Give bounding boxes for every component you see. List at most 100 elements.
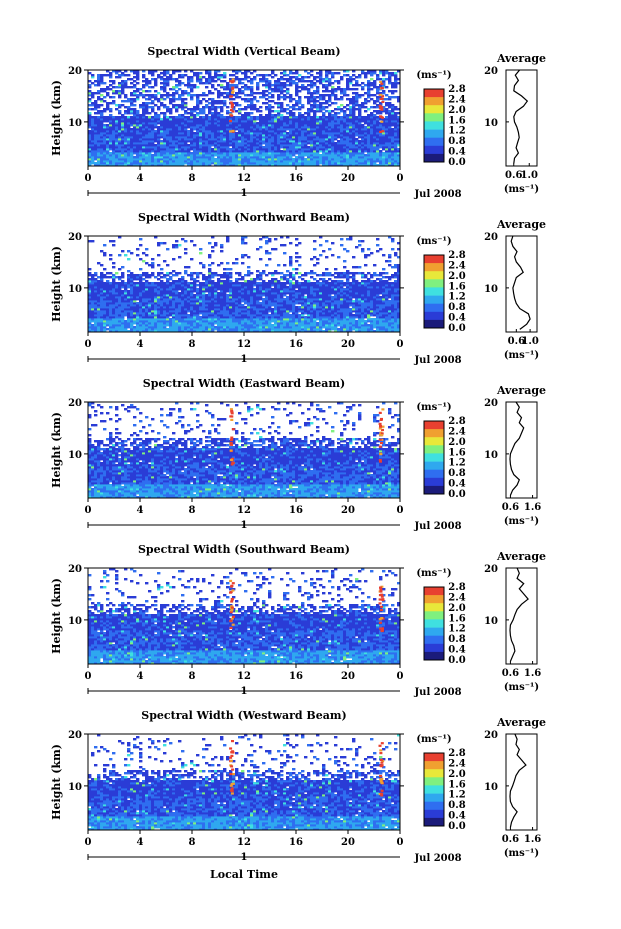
- heatmap-cell: [325, 154, 329, 157]
- heatmap-cell: [130, 162, 134, 165]
- heatmap-cell: [265, 148, 269, 151]
- heatmap-cell: [238, 104, 242, 107]
- heatmap-cell: [172, 78, 176, 81]
- heatmap-cell: [328, 152, 332, 155]
- heatmap-cell: [325, 106, 329, 109]
- heatmap-cell: [133, 142, 137, 145]
- heatmap-cell: [136, 134, 140, 137]
- heatmap-cell: [310, 104, 314, 107]
- heatmap-cell: [376, 134, 380, 137]
- heatmap-cell: [142, 164, 146, 167]
- heatmap-cell: [202, 124, 206, 127]
- heatmap-cell: [142, 142, 146, 145]
- heatmap-cell: [142, 138, 146, 141]
- heatmap-cell: [175, 128, 179, 131]
- heatmap-cell: [358, 130, 362, 133]
- heatmap-cell: [379, 126, 383, 129]
- heatmap-cell: [274, 142, 278, 145]
- heatmap-cell: [184, 128, 188, 131]
- heatmap-cell: [295, 156, 299, 159]
- average-title: Average: [496, 52, 546, 65]
- heatmap-cell: [229, 136, 233, 139]
- heatmap-cell: [133, 164, 137, 167]
- heatmap-cell: [382, 132, 386, 135]
- heatmap-cell: [88, 84, 92, 87]
- heatmap-cell: [190, 94, 194, 97]
- heatmap-cell: [178, 138, 182, 141]
- heatmap-cell: [130, 140, 134, 143]
- heatmap-cell: [352, 128, 356, 131]
- heatmap-cell: [373, 162, 377, 165]
- heatmap-cell: [322, 156, 326, 159]
- heatmap-cell: [250, 156, 254, 159]
- heatmap-cell: [139, 146, 143, 149]
- heatmap-cell: [265, 132, 269, 135]
- heatmap-cell: [385, 144, 389, 147]
- heatmap-cell: [256, 122, 260, 125]
- heatmap-cell: [100, 98, 104, 101]
- heatmap-cell: [292, 134, 296, 137]
- heatmap-cell: [268, 96, 272, 99]
- heatmap-cell: [271, 152, 275, 155]
- heatmap-cell: [88, 126, 92, 129]
- heatmap-cell: [361, 156, 365, 159]
- heatmap-cell: [103, 96, 107, 99]
- heatmap-cell: [214, 150, 218, 153]
- heatmap-cell: [109, 132, 113, 135]
- heatmap-cell: [265, 164, 269, 167]
- heatmap-cell: [151, 158, 155, 161]
- heatmap-cell: [373, 146, 377, 149]
- heatmap-cell: [235, 134, 239, 137]
- heatmap-cell: [364, 146, 368, 149]
- heatmap-cell: [160, 86, 164, 89]
- heatmap-cell: [268, 314, 272, 317]
- heatmap-cell: [307, 164, 311, 167]
- heatmap-cell: [304, 150, 308, 153]
- heatmap-cell: [358, 140, 362, 143]
- heatmap-cell: [94, 144, 98, 147]
- heatmap-cell: [385, 108, 389, 111]
- heatmap-cell: [193, 136, 197, 139]
- heatmap-cell: [283, 156, 287, 159]
- heatmap-cell: [340, 156, 344, 159]
- heatmap-cell: [187, 150, 191, 153]
- heatmap-cell: [268, 142, 272, 145]
- heatmap-cell: [106, 156, 110, 159]
- heatmap-cell: [340, 132, 344, 135]
- heatmap-cell: [274, 138, 278, 141]
- heatmap-cell: [289, 146, 293, 149]
- heatmap-cell: [319, 150, 323, 153]
- heatmap-cell: [259, 114, 263, 117]
- heatmap-cell: [382, 134, 386, 137]
- heatmap-cell: [367, 324, 371, 327]
- heatmap-cell: [148, 148, 152, 151]
- heatmap-cell: [196, 112, 200, 115]
- heatmap-cell: [376, 126, 380, 129]
- heatmap-cell: [181, 74, 185, 77]
- heatmap-cell: [118, 128, 122, 131]
- heatmap-cell: [100, 154, 104, 157]
- heatmap-cell: [274, 140, 278, 143]
- heatmap-cell: [124, 150, 128, 153]
- heatmap-cell: [349, 152, 353, 155]
- heatmap-cell: [217, 164, 221, 167]
- heatmap-cell: [268, 134, 272, 137]
- heatmap-cell: [130, 124, 134, 127]
- heatmap-cell: [316, 154, 320, 157]
- heatmap-cell: [358, 152, 362, 155]
- heatmap-cell: [190, 162, 194, 165]
- heatmap-cell: [343, 154, 347, 157]
- heatmap-cell: [244, 136, 248, 139]
- heatmap-cell: [235, 152, 239, 155]
- heatmap-cell: [211, 148, 215, 151]
- heatmap-cell: [115, 126, 119, 129]
- heatmap-cell: [211, 128, 215, 131]
- heatmap-cell: [349, 98, 353, 101]
- heatmap-cell: [367, 144, 371, 147]
- heatmap-cell: [103, 164, 107, 167]
- heatmap-cell: [319, 102, 323, 105]
- heatmap-cell: [139, 124, 143, 127]
- heatmap-cell: [130, 92, 134, 95]
- heatmap-cell: [355, 126, 359, 129]
- heatmap-cell: [214, 154, 218, 157]
